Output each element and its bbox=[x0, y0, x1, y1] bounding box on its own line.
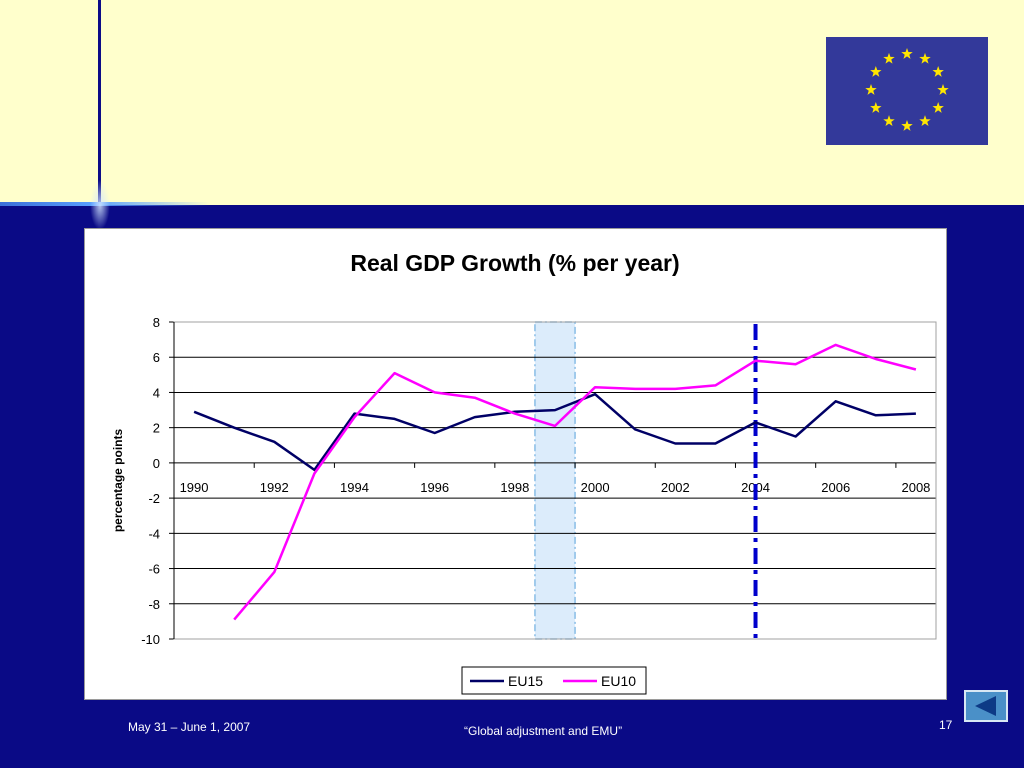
flag-star-icon bbox=[932, 102, 944, 113]
y-tick-label: 0 bbox=[153, 456, 160, 471]
decorative-glow bbox=[90, 180, 110, 230]
flag-star-icon bbox=[919, 52, 931, 64]
gdp-growth-chart: Real GDP Growth (% per year) percentage … bbox=[111, 250, 937, 695]
x-tick-label: 1998 bbox=[500, 480, 529, 495]
flag-star-icon bbox=[901, 48, 913, 59]
footer-date: May 31 – June 1, 2007 bbox=[128, 720, 251, 734]
flag-star-icon bbox=[919, 115, 931, 127]
back-button[interactable] bbox=[964, 690, 1008, 722]
legend: EU15 EU10 bbox=[461, 666, 647, 695]
page-number: 17 bbox=[939, 718, 953, 732]
x-tick-label: 2008 bbox=[901, 480, 930, 495]
footer-title: “Global adjustment and EMU” bbox=[464, 724, 623, 738]
x-tick-label: 1992 bbox=[260, 480, 289, 495]
y-tick-label: -4 bbox=[148, 526, 160, 541]
x-tick-label: 1994 bbox=[340, 480, 369, 495]
y-tick-label: 8 bbox=[153, 315, 160, 330]
flag-star-icon bbox=[883, 52, 895, 64]
x-tick-label: 1990 bbox=[180, 480, 209, 495]
x-tick-label: 1996 bbox=[420, 480, 449, 495]
y-tick-label: -6 bbox=[148, 562, 160, 577]
x-tick-label: 2000 bbox=[581, 480, 610, 495]
flag-star-icon bbox=[865, 84, 877, 95]
chart-frame: Real GDP Growth (% per year) percentage … bbox=[84, 228, 947, 700]
flag-star-icon bbox=[901, 120, 913, 131]
decorative-vertical-line bbox=[98, 0, 101, 228]
shaded-period-band bbox=[534, 321, 576, 640]
x-tick-label: 2006 bbox=[821, 480, 850, 495]
y-tick-label: -2 bbox=[148, 491, 160, 506]
flag-star-icon bbox=[937, 84, 949, 95]
flag-star-icon bbox=[883, 115, 895, 127]
legend-label: EU10 bbox=[601, 673, 636, 689]
back-arrow-icon bbox=[975, 696, 996, 716]
legend-label: EU15 bbox=[508, 673, 543, 689]
chart-title: Real GDP Growth (% per year) bbox=[350, 250, 679, 276]
y-tick-label: 4 bbox=[153, 385, 160, 400]
y-tick-label: 6 bbox=[153, 350, 160, 365]
y-axis-label: percentage points bbox=[111, 429, 125, 533]
flag-star-icon bbox=[932, 66, 944, 77]
eu-flag-icon bbox=[826, 37, 988, 145]
flag-star-icon bbox=[870, 66, 882, 77]
series-line-eu10 bbox=[233, 343, 917, 621]
y-tick-label: -10 bbox=[141, 632, 160, 647]
series-line-eu15 bbox=[193, 392, 916, 472]
y-tick-label: -8 bbox=[148, 597, 160, 612]
flag-star-icon bbox=[870, 102, 882, 113]
x-tick-label: 2002 bbox=[661, 480, 690, 495]
y-tick-label: 2 bbox=[153, 421, 160, 436]
